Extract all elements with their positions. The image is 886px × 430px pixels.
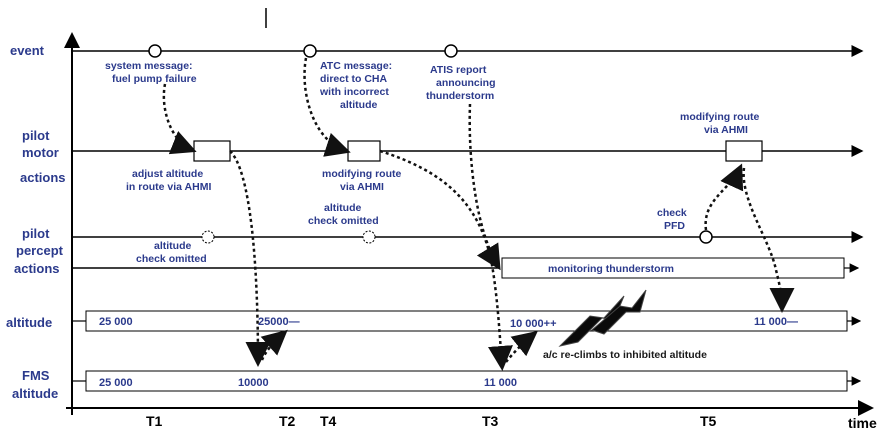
percept-omit2-line2: check omitted	[308, 215, 379, 227]
time-axis-label: time	[848, 415, 877, 430]
event-atis-marker	[444, 44, 458, 58]
motor-modify2-line1: modifying route	[680, 111, 759, 123]
event-atc-line4: altitude	[340, 99, 377, 111]
arrow-adjust-to-fms	[229, 150, 271, 367]
lane-label-motor-1: pilot	[22, 128, 50, 143]
percept-check-pfd-line1: check	[657, 207, 687, 219]
altitude-value-2: 25000—	[258, 316, 300, 328]
motor-modify2-line2: via AHMI	[704, 124, 748, 136]
tick-T3: T3	[482, 413, 499, 429]
percept-omit2-line1: altitude	[324, 202, 361, 214]
arrow-fms-to-altitude-2	[505, 330, 538, 363]
event-atc-line3: with incorrect	[319, 86, 389, 98]
motor-adjust-line2: in route via AHMI	[126, 181, 211, 193]
percept-omit1-line2: check omitted	[136, 253, 207, 265]
lane-label-event: event	[10, 43, 45, 58]
event-fuel-pump-marker	[148, 44, 162, 58]
percept-omit-marker-2	[362, 230, 376, 244]
fms-value-2: 10000	[238, 377, 269, 389]
event-fuel-pump-line2: fuel pump failure	[112, 73, 197, 85]
motor-modify-box-2	[725, 140, 763, 162]
tick-T2: T2	[279, 413, 296, 429]
fms-bar	[85, 370, 848, 392]
lane-label-altitude: altitude	[6, 315, 52, 330]
event-atc-marker	[303, 44, 317, 58]
event-atc-line1: ATC message:	[320, 60, 392, 72]
motor-modify1-line1: modifying route	[322, 168, 401, 180]
altitude-value-3: 10 000++	[510, 318, 557, 330]
arrow-atc-to-modify	[303, 57, 351, 157]
motor-modify1-line2: via AHMI	[340, 181, 384, 193]
monitoring-label: monitoring thunderstorm	[548, 263, 674, 275]
event-atis-line3: thunderstorm	[426, 90, 494, 102]
lane-label-fms-2: altitude	[12, 386, 58, 401]
lane-label-motor-3: actions	[20, 170, 66, 185]
tick-T1: T1	[146, 413, 163, 429]
percept-omit1-line1: altitude	[154, 240, 191, 252]
altitude-value-1: 25 000	[99, 316, 133, 328]
tick-T4: T4	[320, 413, 337, 429]
motor-modify-box-1	[347, 140, 381, 162]
fms-value-1: 25 000	[99, 377, 133, 389]
lane-label-motor-2: motor	[22, 145, 59, 160]
altitude-value-4: 11 000—	[754, 316, 798, 328]
altitude-bar	[85, 310, 848, 332]
arrow-pfd-to-modify	[704, 163, 744, 231]
arrow-atis-to-monitoring	[468, 103, 501, 271]
arrow-fuel-to-adjust	[162, 83, 197, 155]
event-atis-line1: ATIS report	[430, 64, 487, 76]
lane-label-percept-1: pilot	[22, 226, 50, 241]
motor-adjust-box	[193, 140, 231, 162]
percept-check-pfd-line2: PFD	[664, 220, 685, 232]
percept-omit-marker-1	[201, 230, 215, 244]
fms-value-3: 11 000	[484, 377, 517, 389]
event-atis-line2: announcing	[436, 77, 496, 89]
climb-note: a/c re-climbs to inhibited altitude	[543, 349, 707, 361]
event-fuel-pump-line1: system message:	[105, 60, 193, 72]
arrow-modify-to-fms	[379, 149, 513, 371]
motor-adjust-line1: adjust altitude	[132, 168, 203, 180]
tick-T5: T5	[700, 413, 717, 429]
lightning-icon	[558, 289, 647, 347]
lane-label-percept-2: percept	[16, 243, 64, 258]
arrow-fms-to-altitude-1	[260, 329, 288, 361]
lane-label-fms-1: FMS	[22, 368, 50, 383]
arrow-modify-to-altitude	[742, 167, 795, 313]
lane-label-percept-3: actions	[14, 261, 60, 276]
event-atc-line2: direct to CHA	[320, 73, 388, 85]
percept-check-pfd-marker	[699, 230, 713, 244]
